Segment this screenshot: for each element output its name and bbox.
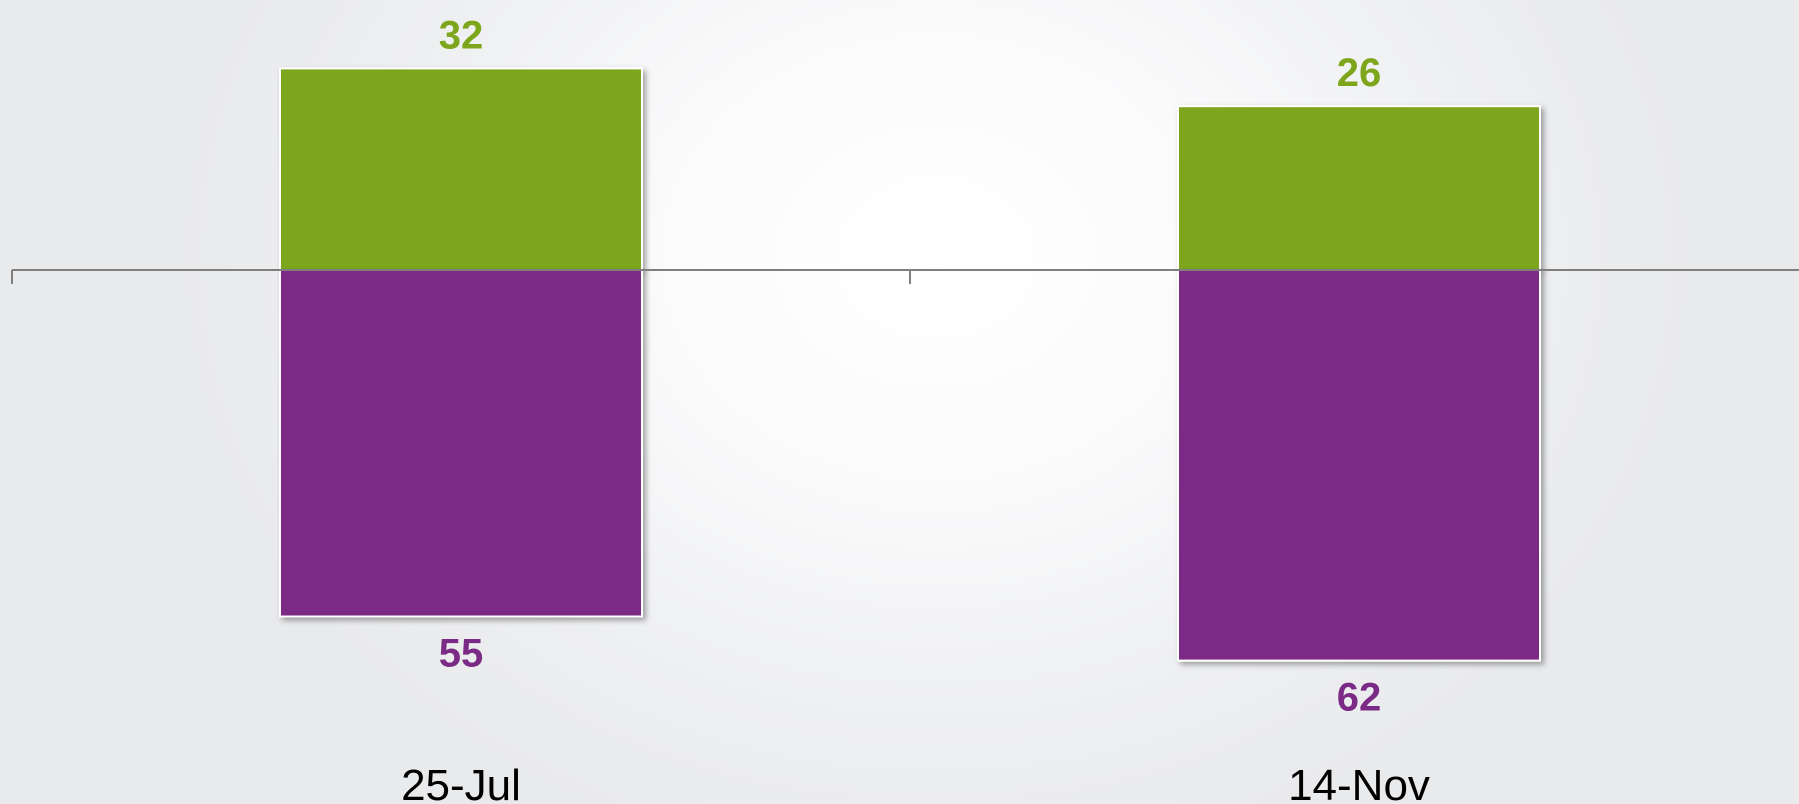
category-label-1: 25-Jul xyxy=(401,761,521,804)
data-label-positive-2: 26 xyxy=(1337,51,1382,95)
x-axis xyxy=(11,269,1799,284)
bars-layer xyxy=(279,67,1541,662)
data-label-negative-1: 55 xyxy=(439,632,484,676)
bar-positive-2 xyxy=(1177,105,1541,271)
data-label-positive-1: 32 xyxy=(439,13,484,57)
bar-positive-1 xyxy=(279,67,643,272)
category-label-2: 14-Nov xyxy=(1288,761,1430,804)
bar-negative-1 xyxy=(279,269,643,618)
data-label-negative-2: 62 xyxy=(1337,676,1382,720)
labels-layer: 32 55 25-Jul 26 62 14-Nov xyxy=(401,13,1430,804)
bar-negative-2 xyxy=(1177,269,1541,662)
